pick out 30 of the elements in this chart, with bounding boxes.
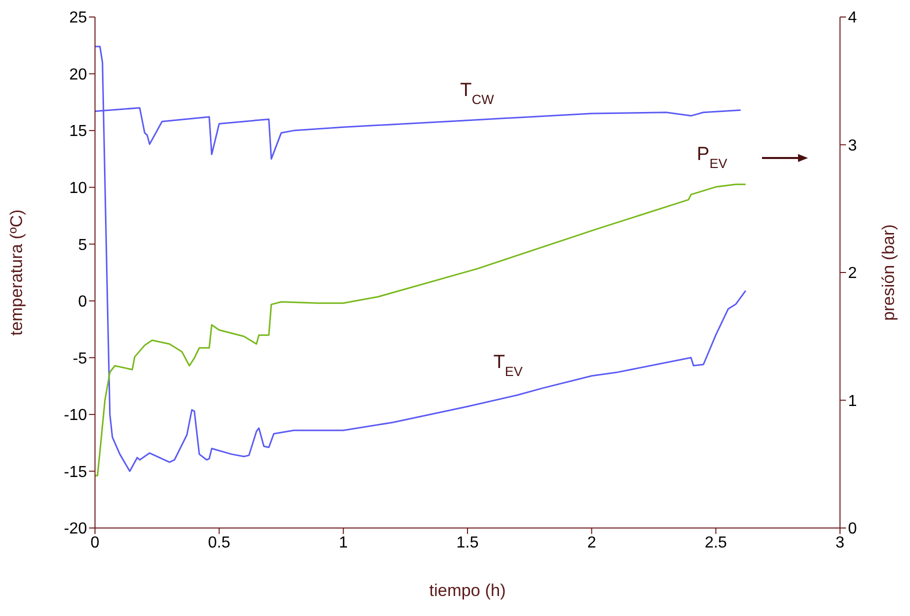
annotation: T$_{CW}$ — [460, 80, 494, 106]
line-series — [95, 184, 746, 476]
y-tick-label: 10 — [69, 180, 88, 198]
x-tick-label: 1 — [338, 534, 348, 552]
annotation: P$_{EV}$ — [696, 144, 728, 170]
y-tick-label: 20 — [69, 66, 88, 84]
y-tick-label: 5 — [78, 236, 88, 254]
y2-tick-label: 4 — [848, 10, 857, 27]
line-series — [95, 46, 746, 472]
y-tick-label: -20 — [64, 520, 88, 538]
y-tick-label: -10 — [64, 407, 88, 424]
y-tick-label: -5 — [72, 350, 88, 368]
y2-axis-title: presión (bar) — [879, 224, 898, 321]
y2-tick-label: 0 — [848, 520, 857, 538]
y-tick-label: 0 — [78, 294, 88, 311]
x-tick-label: 3 — [836, 534, 845, 552]
x-tick-label: 2.5 — [704, 534, 728, 552]
x-axis-title: tiempo (h) — [429, 581, 506, 600]
y2-tick-label: 1 — [848, 392, 857, 410]
y-tick-label: 15 — [69, 123, 88, 140]
y-tick-label: 25 — [69, 10, 88, 27]
x-tick-label: 0.5 — [208, 534, 230, 552]
y-axis-title: temperatura (ºC) — [7, 209, 26, 336]
annotation: T$_{EV}$ — [493, 352, 523, 378]
x-tick-label: 2 — [587, 534, 596, 552]
x-tick-label: 1.5 — [456, 534, 479, 552]
y2-tick-label: 2 — [848, 265, 857, 282]
x-tick-label: 0 — [90, 534, 100, 552]
y-tick-label: -15 — [64, 464, 88, 481]
y2-tick-label: 3 — [848, 137, 857, 154]
